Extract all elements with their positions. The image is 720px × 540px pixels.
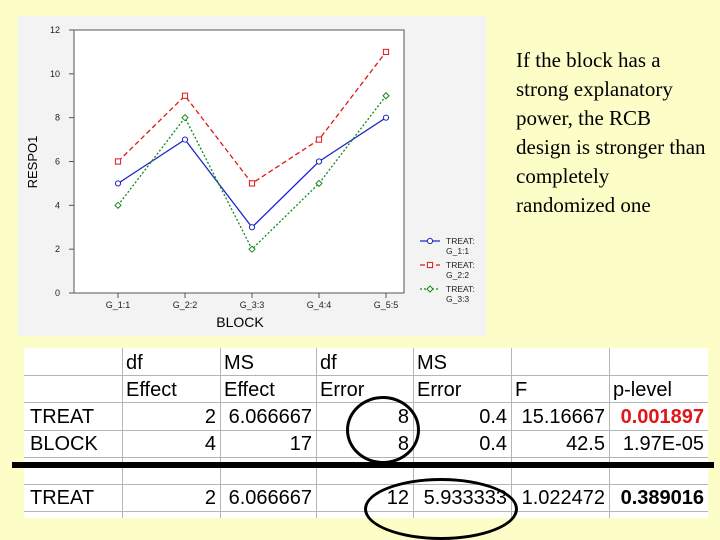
row-p-level: 1.97E-05 bbox=[622, 433, 704, 455]
legend-label: G_1:1 bbox=[446, 246, 469, 256]
row-ms-effect: 6.066667 bbox=[228, 487, 312, 509]
header-df-2: df bbox=[320, 352, 337, 374]
row-name: TREAT bbox=[30, 406, 95, 428]
data-point bbox=[114, 158, 122, 165]
data-point bbox=[382, 48, 390, 56]
x-tick-label: G_4:4 bbox=[307, 300, 332, 310]
row-df-effect: 4 bbox=[204, 433, 216, 455]
legend-marker bbox=[426, 261, 434, 269]
header-df-1: df bbox=[126, 352, 143, 374]
row-f: 42.5 bbox=[566, 433, 605, 455]
y-tick-label: 4 bbox=[55, 200, 60, 210]
data-point bbox=[315, 179, 323, 188]
legend-marker bbox=[426, 285, 434, 293]
highlight-circle-df-error-1 bbox=[346, 396, 420, 464]
legend-label: TREAT: bbox=[446, 260, 475, 270]
header-effect-1: Effect bbox=[126, 379, 177, 401]
row-df-effect: 2 bbox=[204, 406, 216, 428]
explanation-text: If the block has a strong explanatory po… bbox=[516, 48, 706, 217]
row-name: TREAT bbox=[30, 487, 95, 509]
interaction-plot: 0 2 4 6 8 10 12 G_1:1 G_2:2 G_3:3 G_4:4 G_5:5 TREAT… bbox=[18, 16, 486, 336]
row-ms-effect: 6.066667 bbox=[228, 406, 312, 428]
header-f: F bbox=[515, 379, 528, 401]
highlight-circle-df-error-2 bbox=[364, 478, 518, 540]
data-point bbox=[382, 92, 390, 100]
data-point bbox=[248, 180, 256, 187]
x-axis-label: BLOCK bbox=[216, 314, 264, 330]
legend-label: TREAT: bbox=[446, 236, 475, 246]
x-tick-label: G_3:3 bbox=[240, 300, 265, 310]
data-point bbox=[315, 158, 323, 165]
data-point bbox=[248, 224, 256, 231]
row-ms-error: 0.4 bbox=[479, 406, 507, 428]
x-tick-label: G_5:5 bbox=[374, 300, 399, 310]
line-chart: 0 2 4 6 8 10 12 G_1:1 G_2:2 G_3:3 G_4:4 G_5:5 TREAT… bbox=[25, 25, 475, 330]
row-ms-effect: 17 bbox=[289, 433, 312, 455]
y-axis-label: RESPO1 bbox=[25, 136, 40, 189]
y-tick-label: 2 bbox=[55, 244, 60, 254]
data-point bbox=[114, 180, 122, 187]
data-point bbox=[382, 114, 390, 121]
x-tick-label: G_1:1 bbox=[106, 300, 131, 310]
row-p-level: 0.389016 bbox=[620, 487, 704, 509]
header-error-2: Error bbox=[417, 379, 462, 401]
y-tick-label: 10 bbox=[50, 69, 60, 79]
row-f: 1.022472 bbox=[521, 487, 605, 509]
row-p-level: 0.001897 bbox=[620, 406, 704, 428]
header-error-1: Error bbox=[320, 379, 365, 401]
row-df-effect: 2 bbox=[204, 487, 216, 509]
data-point bbox=[181, 113, 189, 122]
legend-label: G_3:3 bbox=[446, 294, 469, 304]
y-tick-label: 0 bbox=[55, 288, 60, 298]
data-point bbox=[181, 136, 189, 143]
x-tick-label: G_2:2 bbox=[173, 300, 198, 310]
data-point bbox=[181, 92, 189, 99]
legend-marker bbox=[426, 237, 434, 245]
data-point bbox=[315, 136, 323, 143]
y-tick-label: 8 bbox=[55, 113, 60, 123]
y-tick-label: 12 bbox=[50, 25, 60, 35]
row-name: BLOCK bbox=[30, 433, 98, 455]
plot-area bbox=[73, 29, 405, 294]
header-ms-2: MS bbox=[417, 352, 447, 374]
legend-label: G_2:2 bbox=[446, 270, 469, 280]
row-f: 15.16667 bbox=[521, 406, 605, 428]
header-p-level: p-level bbox=[613, 379, 672, 401]
table-divider bbox=[12, 462, 714, 468]
legend-label: TREAT: bbox=[446, 284, 475, 294]
header-effect-2: Effect bbox=[224, 379, 275, 401]
y-tick-label: 6 bbox=[55, 157, 60, 167]
data-point bbox=[248, 245, 256, 253]
data-point bbox=[114, 201, 122, 210]
header-ms-1: MS bbox=[224, 352, 254, 374]
row-ms-error: 0.4 bbox=[479, 433, 507, 455]
